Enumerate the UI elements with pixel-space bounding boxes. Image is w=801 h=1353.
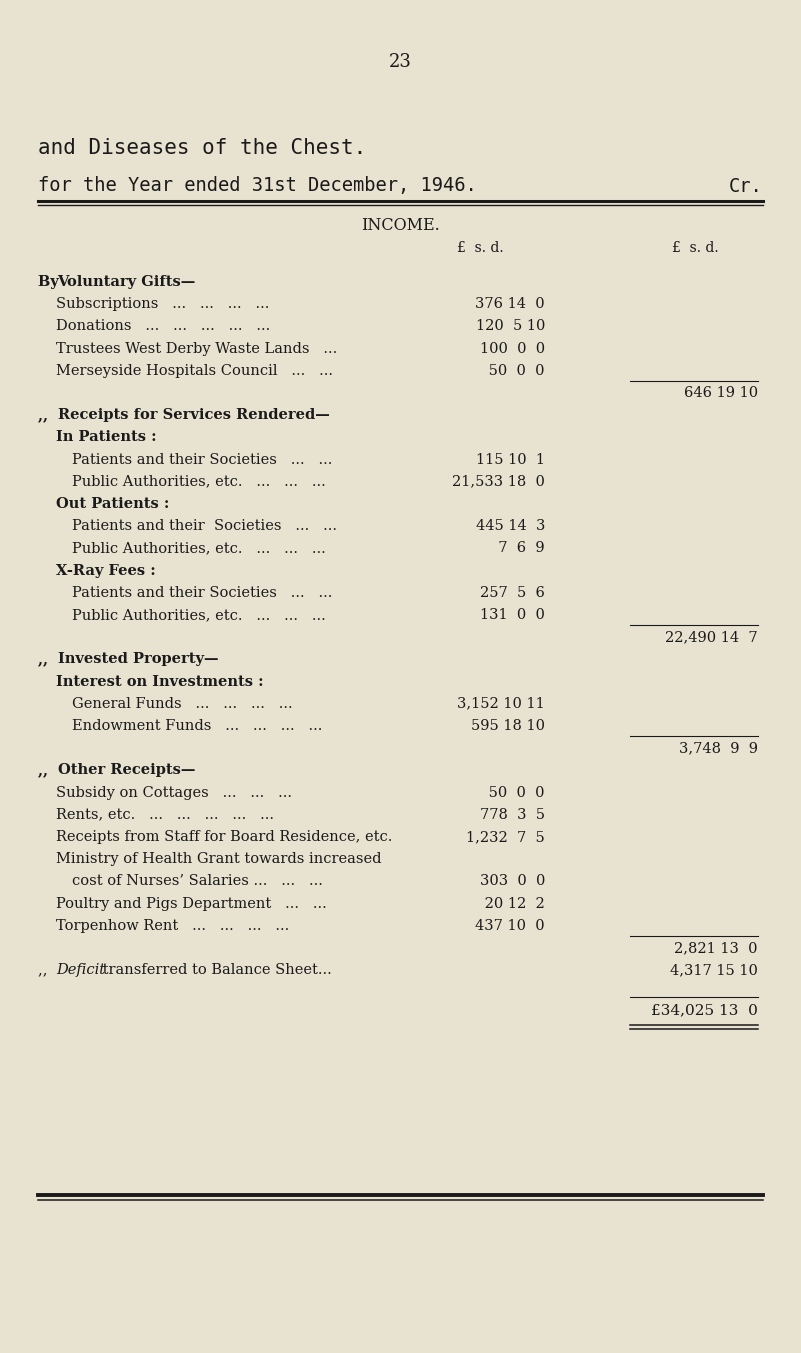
Text: Patients and their  Societies   ...   ...: Patients and their Societies ... ... [72, 520, 337, 533]
Text: Invested Property—: Invested Property— [58, 652, 218, 667]
Text: 3,152 10 11: 3,152 10 11 [457, 697, 545, 710]
Text: cost of Nurses’ Salaries ...   ...   ...: cost of Nurses’ Salaries ... ... ... [72, 874, 323, 889]
Text: £  s. d.: £ s. d. [672, 241, 718, 254]
Text: X-Ray Fees :: X-Ray Fees : [56, 564, 155, 578]
Text: Interest on Investments :: Interest on Investments : [56, 675, 264, 689]
Text: Torpenhow Rent   ...   ...   ...   ...: Torpenhow Rent ... ... ... ... [56, 919, 289, 932]
Text: for the Year ended 31st December, 1946.: for the Year ended 31st December, 1946. [38, 176, 477, 195]
Text: ,,: ,, [38, 652, 53, 667]
Text: Deficit: Deficit [56, 963, 105, 977]
Text: Cr.: Cr. [729, 176, 763, 195]
Text: Trustees West Derby Waste Lands   ...: Trustees West Derby Waste Lands ... [56, 341, 337, 356]
Text: 50  0  0: 50 0 0 [485, 786, 545, 800]
Text: ,,: ,, [38, 409, 53, 422]
Text: Receipts from Staff for Board Residence, etc.: Receipts from Staff for Board Residence,… [56, 829, 392, 844]
Text: Patients and their Societies   ...   ...: Patients and their Societies ... ... [72, 453, 332, 467]
Text: 778  3  5: 778 3 5 [480, 808, 545, 821]
Text: Donations   ...   ...   ...   ...   ...: Donations ... ... ... ... ... [56, 319, 270, 333]
Text: 3,748  9  9: 3,748 9 9 [679, 741, 758, 755]
Text: 50  0  0: 50 0 0 [485, 364, 545, 377]
Text: 646 19 10: 646 19 10 [684, 386, 758, 400]
Text: ,,: ,, [38, 763, 53, 778]
Text: 376 14  0: 376 14 0 [475, 298, 545, 311]
Text: Rents, etc.   ...   ...   ...   ...   ...: Rents, etc. ... ... ... ... ... [56, 808, 274, 821]
Text: Public Authorities, etc.   ...   ...   ...: Public Authorities, etc. ... ... ... [72, 541, 326, 555]
Text: ,,: ,, [38, 963, 52, 977]
Text: Subscriptions   ...   ...   ...   ...: Subscriptions ... ... ... ... [56, 298, 269, 311]
Text: 115 10  1: 115 10 1 [476, 453, 545, 467]
Text: General Funds   ...   ...   ...   ...: General Funds ... ... ... ... [72, 697, 292, 710]
Text: Out Patients :: Out Patients : [56, 497, 169, 511]
Text: 100  0  0: 100 0 0 [480, 341, 545, 356]
Text: and Diseases of the Chest.: and Diseases of the Chest. [38, 138, 366, 158]
Text: Poultry and Pigs Department   ...   ...: Poultry and Pigs Department ... ... [56, 897, 327, 911]
Text: Subsidy on Cottages   ...   ...   ...: Subsidy on Cottages ... ... ... [56, 786, 292, 800]
Text: Other Receipts—: Other Receipts— [58, 763, 195, 778]
Text: 445 14  3: 445 14 3 [476, 520, 545, 533]
Text: 22,490 14  7: 22,490 14 7 [666, 630, 758, 644]
Text: Voluntary Gifts—: Voluntary Gifts— [58, 275, 195, 290]
Text: 23: 23 [389, 53, 412, 70]
Text: 2,821 13  0: 2,821 13 0 [674, 940, 758, 955]
Text: Public Authorities, etc.   ...   ...   ...: Public Authorities, etc. ... ... ... [72, 607, 326, 622]
Text: Patients and their Societies   ...   ...: Patients and their Societies ... ... [72, 586, 332, 599]
Text: 7  6  9: 7 6 9 [489, 541, 545, 555]
Text: Merseyside Hospitals Council   ...   ...: Merseyside Hospitals Council ... ... [56, 364, 333, 377]
Text: Endowment Funds   ...   ...   ...   ...: Endowment Funds ... ... ... ... [72, 718, 322, 733]
Text: 303  0  0: 303 0 0 [480, 874, 545, 889]
Text: By: By [38, 275, 64, 290]
Text: 131  0  0: 131 0 0 [480, 607, 545, 622]
Text: 595 18 10: 595 18 10 [471, 718, 545, 733]
Text: 120  5 10: 120 5 10 [476, 319, 545, 333]
Text: transferred to Balance Sheet...: transferred to Balance Sheet... [98, 963, 332, 977]
Text: £  s. d.: £ s. d. [457, 241, 503, 254]
Text: Receipts for Services Rendered—: Receipts for Services Rendered— [58, 409, 329, 422]
Text: 4,317 15 10: 4,317 15 10 [670, 963, 758, 977]
Text: 21,533 18  0: 21,533 18 0 [452, 475, 545, 488]
Text: 437 10  0: 437 10 0 [475, 919, 545, 932]
Text: £34,025 13  0: £34,025 13 0 [651, 1004, 758, 1017]
Text: INCOME.: INCOME. [361, 218, 440, 234]
Text: 20 12  2: 20 12 2 [481, 897, 545, 911]
Text: 257  5  6: 257 5 6 [480, 586, 545, 599]
Text: In Patients :: In Patients : [56, 430, 157, 444]
Text: Public Authorities, etc.   ...   ...   ...: Public Authorities, etc. ... ... ... [72, 475, 326, 488]
Text: 1,232  7  5: 1,232 7 5 [466, 829, 545, 844]
Text: Ministry of Health Grant towards increased: Ministry of Health Grant towards increas… [56, 852, 381, 866]
